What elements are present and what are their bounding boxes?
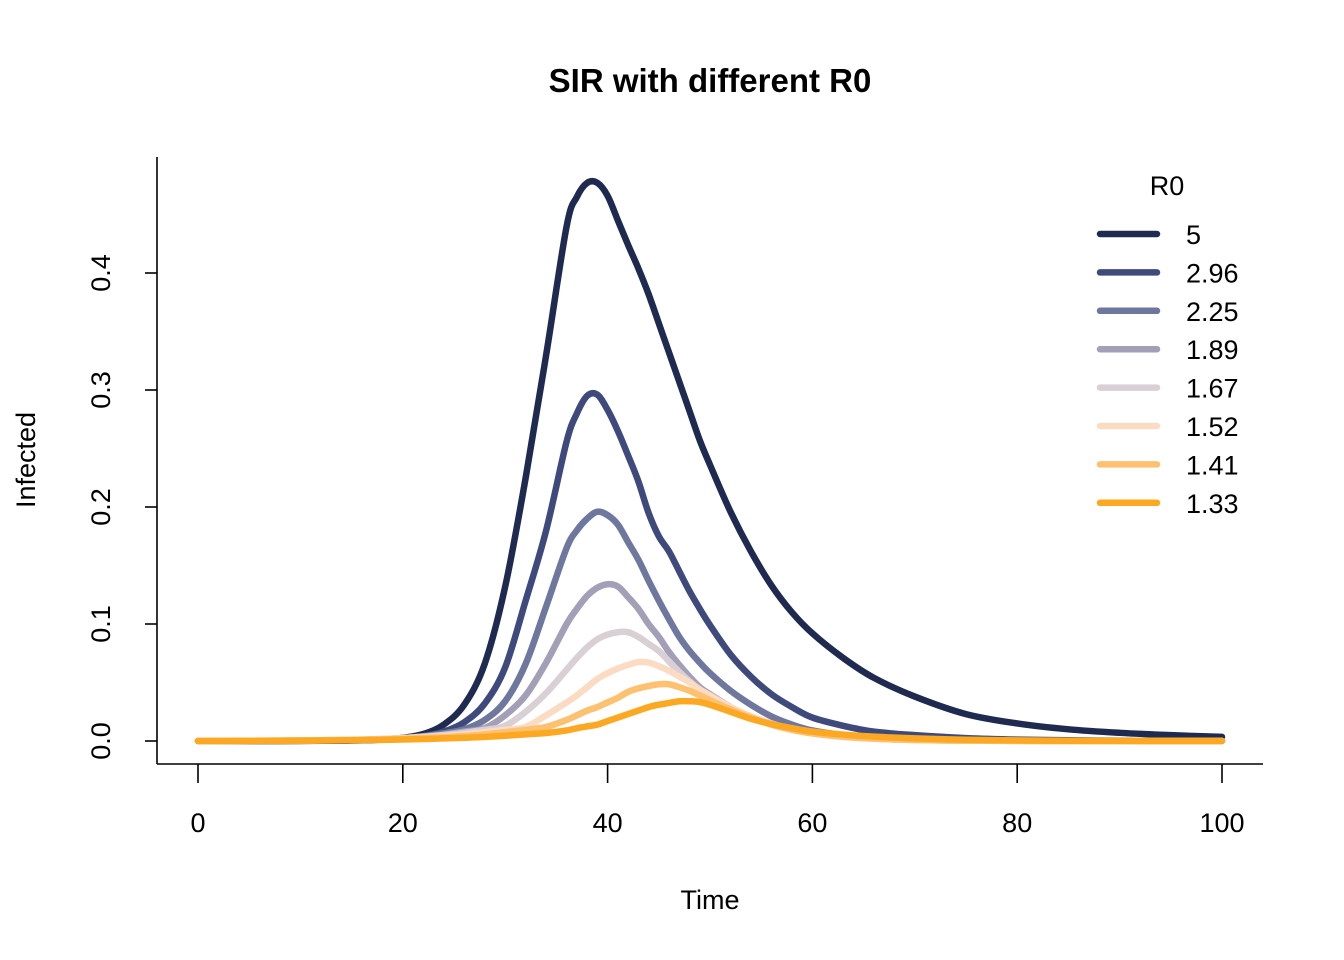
- series-line-r0-1_67: [194, 628, 1226, 745]
- x-tick-label: 100: [1199, 808, 1244, 838]
- legend-label: 5: [1186, 220, 1201, 250]
- legend-item: 1.41: [1096, 450, 1239, 480]
- series-line-r0-1_89: [194, 580, 1226, 745]
- legend-item: 5: [1096, 220, 1201, 250]
- series-line-r0-5: [194, 177, 1226, 745]
- series-layer: [194, 177, 1226, 745]
- legend-item: 2.25: [1096, 297, 1239, 327]
- series-line-r0-2_96: [194, 389, 1226, 745]
- y-tick-label: 0.0: [86, 722, 116, 760]
- legend-item: 1.89: [1096, 335, 1239, 365]
- legend-label: 1.41: [1186, 450, 1239, 480]
- legend: R0 5 2.96 2.25 1.89 1.67 1.52 1.41 1.33: [1096, 171, 1239, 519]
- x-tick-label: 0: [190, 808, 205, 838]
- legend-item: 2.96: [1096, 258, 1239, 288]
- y-tick-label: 0.1: [86, 605, 116, 643]
- x-axis-ticks: 0 20 40 60 80 100: [190, 764, 1245, 838]
- x-tick-label: 60: [797, 808, 827, 838]
- y-tick-label: 0.3: [86, 371, 116, 409]
- x-axis-label: Time: [681, 885, 740, 915]
- x-tick-label: 20: [388, 808, 418, 838]
- legend-label: 1.52: [1186, 412, 1239, 442]
- x-tick-label: 80: [1002, 808, 1032, 838]
- legend-label: 1.89: [1186, 335, 1239, 365]
- legend-item: 1.33: [1096, 489, 1239, 519]
- y-axis-ticks: 0.0 0.1 0.2 0.3 0.4: [86, 254, 157, 760]
- legend-item: 1.52: [1096, 412, 1239, 442]
- y-tick-label: 0.4: [86, 254, 116, 292]
- legend-label: 2.96: [1186, 258, 1239, 288]
- legend-item: 1.67: [1096, 374, 1239, 404]
- legend-label: 2.25: [1186, 297, 1239, 327]
- legend-label: 1.33: [1186, 489, 1239, 519]
- x-tick-label: 40: [593, 808, 623, 838]
- legend-title: R0: [1150, 171, 1185, 201]
- chart-title: SIR with different R0: [549, 62, 872, 99]
- series-line-r0-1_33: [194, 697, 1226, 745]
- y-tick-label: 0.2: [86, 488, 116, 526]
- legend-label: 1.67: [1186, 374, 1239, 404]
- y-axis-label: Infected: [11, 412, 41, 508]
